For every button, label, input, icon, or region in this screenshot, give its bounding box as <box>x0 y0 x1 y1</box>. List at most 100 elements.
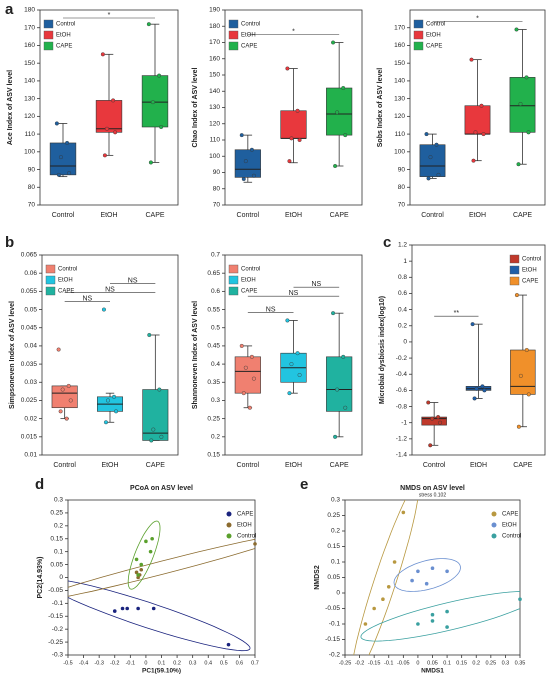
data-point <box>112 394 117 399</box>
y-tick-label: 0.065 <box>21 252 38 259</box>
data-point <box>226 642 231 647</box>
data-point <box>428 443 433 448</box>
y-tick-label: 0.035 <box>21 361 38 368</box>
y-tick-label: 0.03 <box>24 379 37 386</box>
data-point <box>111 98 116 103</box>
legend-swatch <box>413 19 424 29</box>
data-point <box>100 52 105 57</box>
y-tick-label: 120 <box>394 113 405 120</box>
data-point <box>341 354 346 359</box>
x-tick-label: Control <box>423 462 446 469</box>
legend-label: CAPE <box>502 512 518 518</box>
data-point <box>104 126 109 131</box>
legend-swatch <box>491 511 497 517</box>
legend-label: Control <box>56 22 75 28</box>
y-tick-label: -0.2 <box>52 626 64 633</box>
significance-label: * <box>476 15 479 22</box>
y-tick-label: 160 <box>209 55 220 62</box>
data-point <box>149 438 154 443</box>
data-point <box>436 415 441 420</box>
data-point <box>112 609 117 613</box>
data-point <box>479 103 484 108</box>
x-tick-label: CAPE <box>330 462 349 469</box>
data-point <box>136 573 140 577</box>
data-point <box>157 387 162 392</box>
confidence-ellipse <box>393 558 461 592</box>
x-tick-label: 0.1 <box>158 660 166 666</box>
data-point <box>134 557 139 562</box>
y-tick-label: 150 <box>394 60 405 67</box>
x-tick-label: 0.2 <box>472 660 480 666</box>
x-tick-label: -0.3 <box>94 660 103 666</box>
box <box>326 87 353 136</box>
significance-label: NS <box>289 290 299 297</box>
plot-frame <box>224 254 363 456</box>
legend-label: CAPE <box>237 512 253 518</box>
y-tick-label: 80 <box>28 184 36 191</box>
data-point <box>372 606 376 611</box>
legend-swatch <box>43 19 54 29</box>
data-point <box>134 570 139 575</box>
legend-swatch <box>226 511 232 517</box>
data-point <box>65 140 70 145</box>
confidence-ellipse <box>127 520 161 590</box>
data-point <box>472 396 477 401</box>
chart-title: NMDS on ASV level <box>400 485 465 492</box>
y-tick-label: 140 <box>24 78 35 85</box>
data-point <box>285 318 290 323</box>
y-tick-label: 0.2 <box>398 322 407 329</box>
y-tick-label: 110 <box>210 137 221 144</box>
y-tick-label: -0.2 <box>396 355 408 362</box>
y-tick-label: 140 <box>394 78 405 85</box>
box <box>51 385 78 409</box>
data-point <box>445 609 449 614</box>
y-tick-label: -0.4 <box>396 371 408 378</box>
y-tick-label: 80 <box>213 185 221 192</box>
y-tick-label: 90 <box>213 169 221 176</box>
y-tick-label: -0.6 <box>396 387 408 394</box>
data-point <box>518 101 523 106</box>
data-point <box>289 136 294 141</box>
y-tick-label: 0.35 <box>207 379 220 386</box>
legend-label: CAPE <box>522 279 538 285</box>
legend-label: EtOH <box>241 33 256 39</box>
data-point <box>68 398 73 403</box>
significance-label: * <box>108 12 111 19</box>
legend-label: Control <box>237 534 256 540</box>
data-point <box>66 383 71 388</box>
data-point <box>473 130 478 135</box>
x-tick-label: -0.1 <box>384 660 393 666</box>
x-tick-label: CAPE <box>513 212 532 219</box>
x-tick-label: -0.25 <box>339 660 352 666</box>
x-tick-label: EtOH <box>101 462 118 469</box>
box <box>234 149 261 178</box>
y-axis-label: Shannoneven Index of ASV level <box>192 301 199 409</box>
legend-swatch <box>509 276 520 286</box>
data-point <box>331 311 336 316</box>
y-tick-label: 160 <box>394 42 405 49</box>
y-tick-label: 0.2 <box>331 528 340 535</box>
data-point <box>56 347 61 352</box>
legend-label: Control <box>241 267 260 273</box>
data-point <box>445 569 449 574</box>
data-point <box>150 100 155 105</box>
x-axis-label: PC1(59.10%) <box>142 668 181 674</box>
legend-label: CAPE <box>426 44 442 50</box>
box <box>421 416 447 426</box>
data-point <box>249 147 254 152</box>
x-tick-label: EtOH <box>285 212 302 219</box>
significance-label: NS <box>82 295 92 302</box>
y-tick-label: 0.3 <box>54 497 63 504</box>
y-tick-label: 0.25 <box>50 510 63 517</box>
significance-label: * <box>292 28 295 35</box>
data-point <box>150 536 154 541</box>
y-tick-label: 90 <box>28 166 36 173</box>
data-point <box>516 424 521 429</box>
data-point <box>67 171 72 176</box>
y-tick-label: 180 <box>209 23 220 30</box>
x-tick-label: 0 <box>416 660 419 666</box>
y-tick-label: 0.015 <box>21 434 38 441</box>
y-tick-label: 130 <box>24 95 35 102</box>
y-tick-label: 80 <box>398 184 406 191</box>
